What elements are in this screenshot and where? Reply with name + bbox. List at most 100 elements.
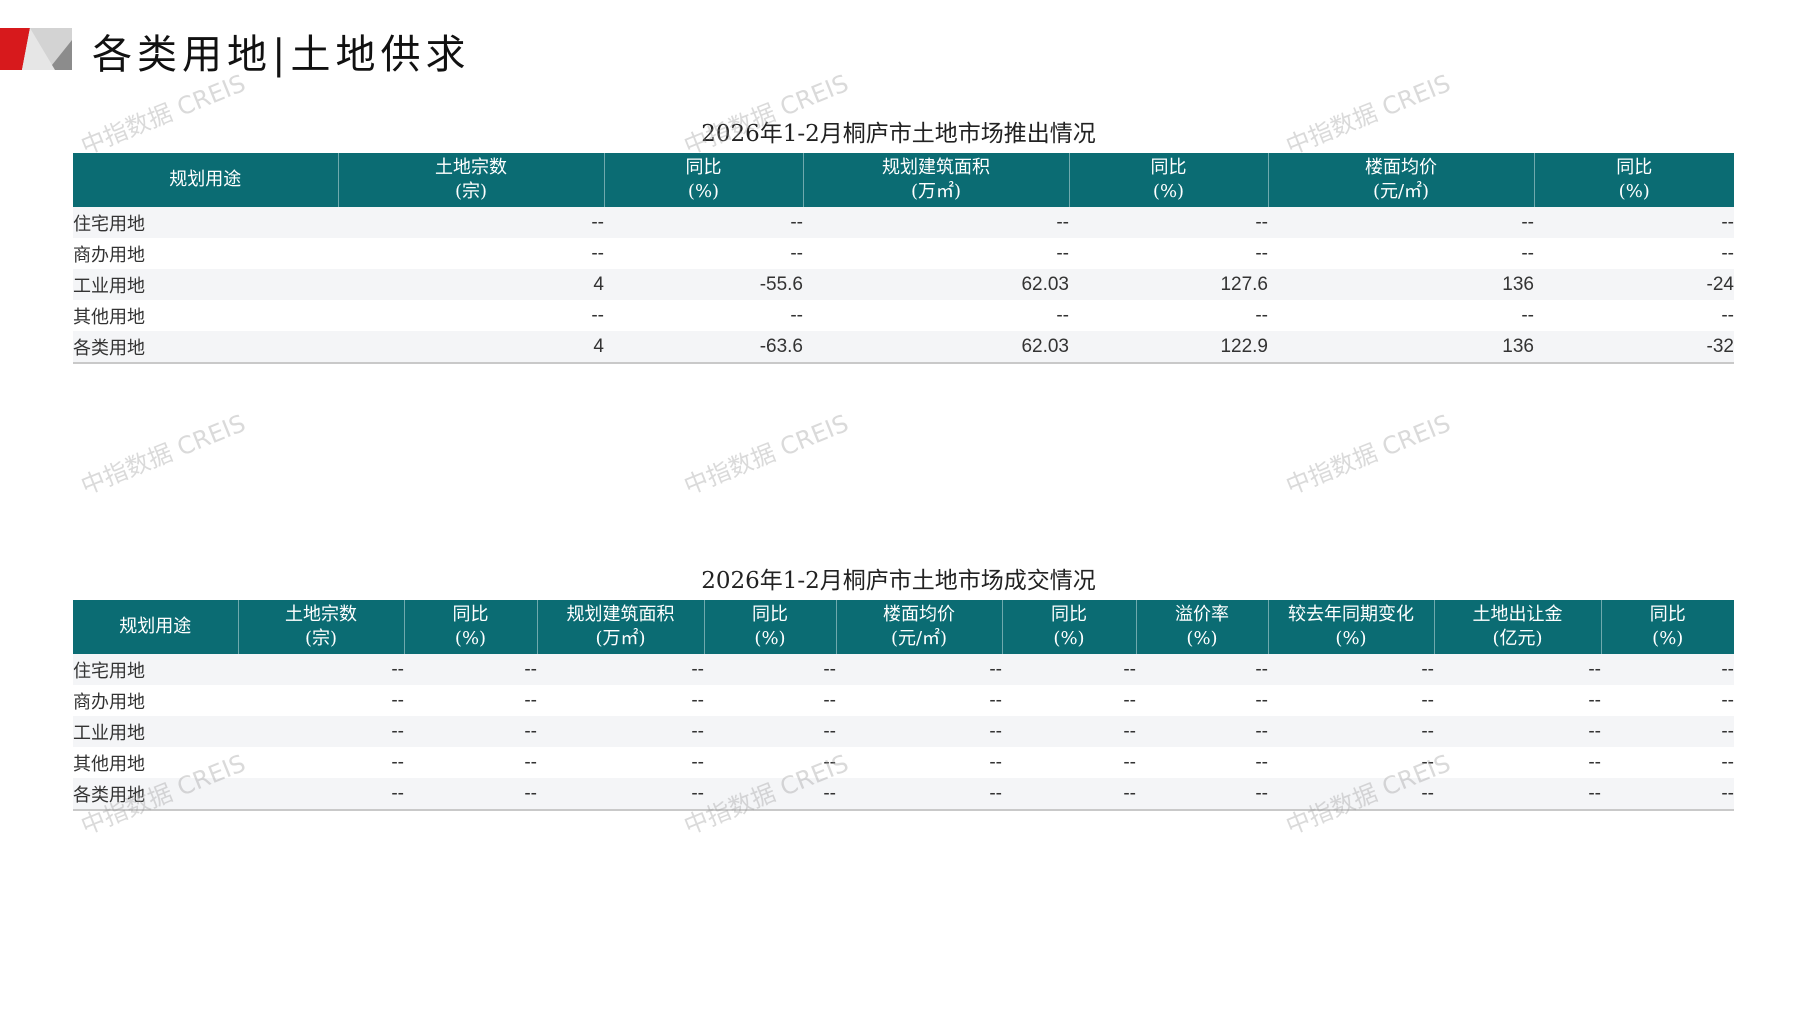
table-row: 住宅用地 -- -- -- -- -- -- -- -- -- -- [73,654,1734,685]
table-cell: -- [1521,242,1534,264]
row-label: 住宅用地 [73,654,238,685]
row-label: 各类用地 [73,331,338,364]
table-cell: -- [1123,689,1136,711]
column-header-line: 土地宗数 [435,157,507,178]
column-header: 土地出让金 (亿元) [1433,600,1601,654]
table-cell: -- [1421,751,1434,773]
column-header-line: 较去年同期变化 [1288,604,1414,625]
table-cell: -- [338,207,604,238]
column-header-line: 楼面均价 [883,604,955,625]
table-cell: -- [989,751,1002,773]
supply-table: 规划用途 土地宗数 (宗) 同比 (%) 规划建筑面积 (万㎡) 同比 (%) 楼面均价 (元/㎡)… [73,153,1734,364]
table-cell: -- [704,716,836,747]
table-cell: -- [1255,751,1268,773]
logo-icon [0,28,72,70]
column-header: 楼面均价 (元/㎡) [835,600,1002,654]
column-header-line: (宗) [454,181,488,202]
table-cell: 136 [1268,269,1534,300]
table-cell: -- [1521,304,1534,326]
table-cell: -- [989,689,1002,711]
deal-table-title: 2026年1-2月桐庐市土地市场成交情况 [701,568,1096,594]
table-cell: -- [1002,654,1136,685]
column-header: 同比 (%) [1068,153,1268,207]
table-cell: -- [704,778,836,811]
table-cell: -- [391,751,404,773]
table-row: 其他用地 -- -- -- -- -- -- [73,300,1734,331]
column-header-line: (万㎡) [910,181,962,202]
table-cell: -- [704,654,836,685]
column-header: 土地宗数 (宗) [337,153,604,207]
column-header: 规划建筑面积 (万㎡) [536,600,704,654]
table-cell: -- [591,304,604,326]
column-header-line: (宗) [304,628,338,649]
row-label: 住宅用地 [73,207,338,238]
column-header-line: (%) [1053,628,1085,649]
column-header-line: 同比 [1616,157,1653,178]
column-header-line: 土地宗数 [285,604,357,625]
column-header-line: (亿元) [1492,628,1543,649]
table-cell: -- [238,654,404,685]
column-header-line: (%) [687,181,720,202]
table-cell: -- [691,751,704,773]
table-cell: -- [836,716,1002,747]
table-cell: -- [1601,778,1734,811]
column-header: 规划建筑面积 (万㎡) [802,153,1069,207]
column-header: 溢价率 (%) [1135,600,1268,654]
table-cell: -- [1002,778,1136,811]
table-cell: -- [1056,304,1069,326]
table-cell: -- [1588,689,1601,711]
column-header: 同比 (%) [703,600,836,654]
table-cell: -- [790,304,803,326]
column-header-line: (%) [1652,628,1684,649]
column-header-line: 同比 [752,604,788,625]
watermark: 中指数据 CREIS [1282,409,1455,501]
row-label: 各类用地 [73,778,238,811]
table-row: 其他用地 -- -- -- -- -- -- -- -- -- -- [73,747,1734,778]
table-cell: -- [604,207,803,238]
table-cell: 136 [1268,331,1534,364]
table-cell: -- [823,751,836,773]
table-cell: 127.6 [1069,269,1268,300]
table-cell: -- [1002,716,1136,747]
column-header-line: (元/㎡) [1372,181,1430,202]
watermark: 中指数据 CREIS [77,409,250,501]
table-cell: -- [391,689,404,711]
table-cell: -- [591,242,604,264]
table-cell: -- [1721,751,1734,773]
table-cell: -- [1255,304,1268,326]
table-cell: -- [790,242,803,264]
table-cell: -- [1588,751,1601,773]
table-row: 各类用地 -- -- -- -- -- -- -- -- -- -- [73,778,1734,811]
table-cell: -- [1069,207,1268,238]
column-header: 同比 (%) [603,153,803,207]
table-cell: -- [524,689,537,711]
table-cell: -- [537,778,704,811]
table-cell: -- [803,207,1069,238]
table-row: 各类用地 4 -63.6 62.03 122.9 136 -32 [73,331,1734,364]
table-cell: -24 [1534,269,1734,300]
column-header-line: 同比 [1649,604,1686,625]
table-cell: -- [1268,654,1434,685]
table-cell: -- [238,716,404,747]
table-cell: -- [524,751,537,773]
table-cell: -- [1534,207,1734,238]
column-header-line: (%) [1152,181,1185,202]
row-label: 工业用地 [73,716,238,747]
table-cell: -- [537,654,704,685]
row-label: 工业用地 [73,269,338,300]
table-row: 住宅用地 -- -- -- -- -- -- [73,207,1734,238]
row-label: 其他用地 [73,306,145,328]
column-header-line: (%) [1186,628,1218,649]
table-row: 工业用地 -- -- -- -- -- -- -- -- -- -- [73,716,1734,747]
table-cell: -- [1421,689,1434,711]
supply-table-title: 2026年1-2月桐庐市土地市场推出情况 [701,121,1096,147]
table-cell: -63.6 [604,331,803,364]
table-cell: -- [1255,689,1268,711]
row-label: 其他用地 [73,753,145,775]
table-cell: -- [823,689,836,711]
deal-table: 规划用途 土地宗数 (宗) 同比 (%) 规划建筑面积 (万㎡) 同比 (%) 楼面均价 (元/㎡)… [73,600,1734,811]
table-cell: -- [1136,654,1268,685]
table-cell: -55.6 [604,269,803,300]
column-header-line: (%) [1335,628,1367,649]
table-cell: -- [1136,778,1268,811]
